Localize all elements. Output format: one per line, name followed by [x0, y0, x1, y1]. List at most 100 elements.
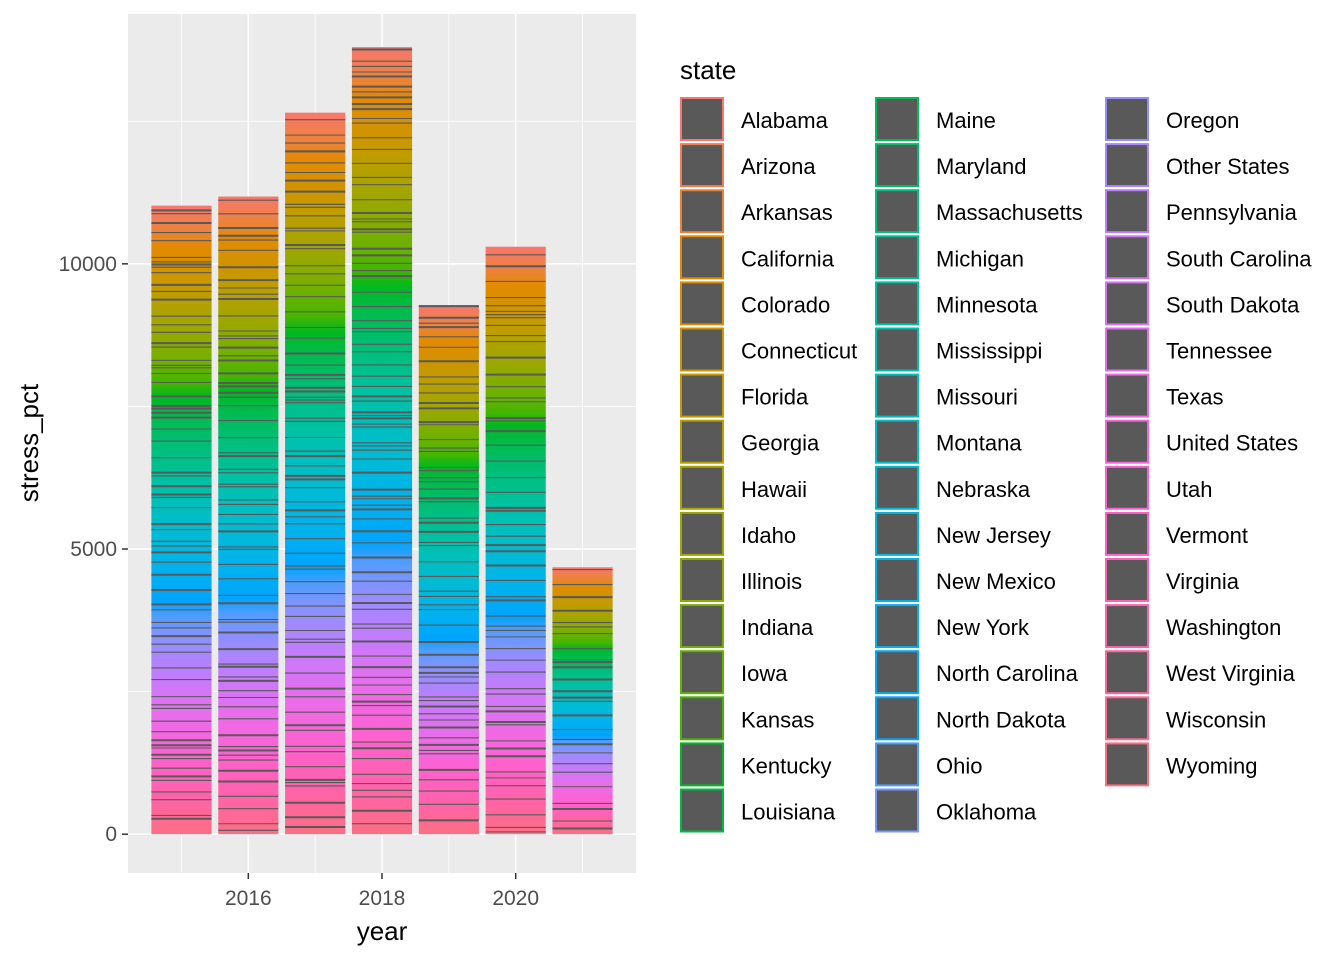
legend-label: Montana	[936, 431, 1022, 456]
legend-entry: Washington	[1105, 604, 1281, 649]
x-tick-label: 2016	[225, 887, 272, 910]
legend-key	[1105, 373, 1149, 418]
legend-entry: Hawaii	[680, 465, 807, 510]
legend-label: Missouri	[936, 385, 1018, 410]
legend-label: Wisconsin	[1166, 707, 1266, 732]
legend-label: Maryland	[936, 154, 1026, 179]
legend-entry: Wyoming	[1105, 742, 1258, 787]
legend-key	[680, 696, 724, 741]
legend-entry: Connecticut	[680, 327, 857, 372]
legend-entry: Texas	[1105, 373, 1223, 418]
legend-key	[875, 143, 919, 188]
legend-key	[875, 189, 919, 234]
legend-label: Michigan	[936, 246, 1024, 271]
legend-label: Wyoming	[1166, 753, 1258, 778]
bar-2019	[418, 305, 479, 835]
legend-entry: Oregon	[1105, 97, 1239, 141]
legend-key	[1105, 558, 1149, 602]
bars	[151, 47, 613, 835]
legend-entry: Virginia	[1105, 558, 1240, 602]
legend-entry: Utah	[1105, 465, 1212, 510]
legend-label: Illinois	[741, 569, 802, 594]
legend-key	[680, 189, 724, 234]
legend-label: North Carolina	[936, 661, 1079, 686]
bar-segment-lines-2015	[151, 209, 212, 820]
legend-key	[875, 511, 919, 556]
legend-entry: Pennsylvania	[1105, 189, 1298, 234]
legend-entry: Alabama	[680, 97, 829, 141]
legend-key	[1105, 604, 1149, 649]
legend-key	[875, 97, 919, 141]
legend-label: Idaho	[741, 523, 796, 548]
legend-label: Alabama	[741, 108, 829, 133]
legend-key	[875, 373, 919, 418]
legend-label: Pennsylvania	[1166, 200, 1298, 225]
legend-key	[680, 373, 724, 418]
legend-title: state	[680, 55, 736, 85]
legend-label: Minnesota	[936, 292, 1038, 317]
legend-entry: New Mexico	[875, 558, 1056, 602]
legend-entry: North Carolina	[875, 650, 1079, 695]
legend-label: Kansas	[741, 707, 814, 732]
bar-2017	[285, 112, 346, 835]
legend-entry: South Dakota	[1105, 281, 1300, 326]
legend-entry: Indiana	[680, 604, 814, 649]
y-axis-ticks: 0 5000 10000	[59, 253, 128, 846]
legend-key	[680, 604, 724, 649]
bar-2015	[151, 205, 212, 835]
legend-key	[680, 327, 724, 372]
legend-entry: Vermont	[1105, 511, 1248, 556]
legend-label: Arizona	[741, 154, 816, 179]
y-tick-label: 0	[105, 823, 117, 846]
legend-entry: West Virginia	[1105, 650, 1296, 695]
bar-2021	[552, 567, 613, 835]
legend-entry: Colorado	[680, 281, 830, 326]
legend-entry: Kentucky	[680, 742, 832, 787]
legend-key	[875, 696, 919, 741]
legend-key	[680, 419, 724, 464]
bar-segment-lines-2021	[552, 569, 613, 830]
legend-label: Nebraska	[936, 477, 1031, 502]
legend-entry: South Carolina	[1105, 235, 1312, 280]
x-axis-title: year	[357, 916, 408, 946]
legend-key	[680, 281, 724, 326]
legend-entry: United States	[1105, 419, 1298, 464]
legend-label: North Dakota	[936, 707, 1066, 732]
legend-entry: Florida	[680, 373, 809, 418]
legend-label: Maine	[936, 108, 996, 133]
legend-entry: Ohio	[875, 742, 982, 787]
legend-entry: North Dakota	[875, 696, 1066, 741]
legend-label: Connecticut	[741, 339, 857, 364]
legend-entry: Maryland	[875, 143, 1026, 188]
legend-key	[1105, 281, 1149, 326]
legend-label: Florida	[741, 385, 809, 410]
legend-entry: Arizona	[680, 143, 816, 188]
legend-label: Colorado	[741, 292, 830, 317]
legend-label: Tennessee	[1166, 339, 1272, 364]
legend-entry: Missouri	[875, 373, 1018, 418]
legend-label: Texas	[1166, 385, 1223, 410]
legend-key	[680, 235, 724, 280]
legend-entry: Oklahoma	[875, 788, 1037, 833]
legend-key	[875, 419, 919, 464]
legend-key	[1105, 97, 1149, 141]
legend-label: United States	[1166, 431, 1298, 456]
legend-entry: Kansas	[680, 696, 814, 741]
legend-label: Oklahoma	[936, 800, 1037, 825]
legend-label: South Dakota	[1166, 292, 1300, 317]
bar-segment-lines-2017	[285, 119, 346, 828]
legend-label: Vermont	[1166, 523, 1248, 548]
legend-key	[1105, 419, 1149, 464]
legend-label: Other States	[1166, 154, 1290, 179]
legend-key	[875, 650, 919, 695]
legend-label: West Virginia	[1166, 661, 1296, 686]
legend-label: Ohio	[936, 753, 982, 778]
legend-key	[875, 235, 919, 280]
legend-key	[875, 465, 919, 510]
legend-entry: Georgia	[680, 419, 820, 464]
legend-key	[1105, 696, 1149, 741]
legend-label: Indiana	[741, 615, 814, 640]
legend-key	[875, 281, 919, 326]
legend-key	[680, 742, 724, 787]
legend-label: Kentucky	[741, 753, 832, 778]
